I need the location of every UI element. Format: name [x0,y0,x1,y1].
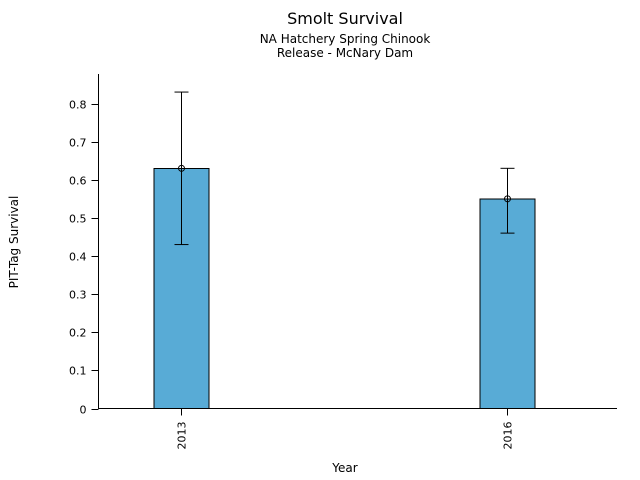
bars-layer [153,167,536,409]
y-axis-title: PIT-Tag Survival [7,195,21,289]
y-tick-label: 0.5 [69,213,87,226]
bar-2016 [479,198,536,409]
y-tick-label: 0.2 [69,327,87,340]
x-axis-title: Year [332,461,358,475]
y-tick-label: 0.3 [69,289,87,302]
point-marker [178,164,185,172]
axes-layer [91,74,617,416]
y-tick-label: 0.8 [69,99,87,112]
chart-title: Smolt Survival [287,9,403,28]
y-tick-label: 0 [80,404,87,417]
y-tick-label: 0.6 [69,175,87,188]
y-tick-label: 0.1 [69,365,87,378]
chart-subtitle-line1: NA Hatchery Spring Chinook [259,32,431,46]
x-tick-label: 2013 [176,422,189,450]
point-marker [504,195,511,203]
y-tick-label: 0.4 [69,251,87,264]
ticklabel-layer: 0 0.1 0.2 0.3 0.4 0.5 0.6 0.7 0.8 2013 2016 [69,99,515,450]
chart-subtitle-line2: Release - McNary Dam [276,46,414,60]
y-tick-label: 0.7 [69,137,87,150]
marker-layer [178,164,511,203]
error-layer [174,91,515,246]
x-tick-label: 2016 [502,422,515,450]
